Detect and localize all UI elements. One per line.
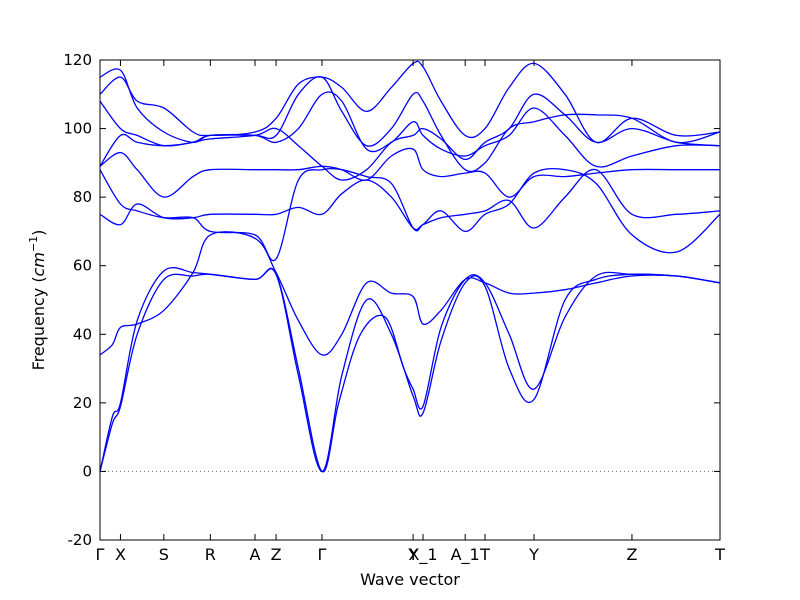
y-tick-label: 40: [73, 325, 92, 343]
x-tick-label: A: [250, 545, 261, 564]
x-tick-label: Z: [271, 545, 282, 564]
y-tick-label: 0: [82, 462, 92, 480]
y-tick-label: 60: [73, 257, 92, 275]
axes-frame: [99, 59, 721, 541]
y-tick-label: 20: [73, 394, 92, 412]
x-axis-label: Wave vector: [360, 570, 460, 589]
x-tick-label: T: [714, 545, 725, 564]
y-tick-label: -20: [68, 531, 93, 549]
y-tick-label: 100: [63, 120, 92, 138]
x-tick-label: X_1: [408, 545, 437, 565]
phonon-branch-2: [99, 267, 721, 473]
x-tick-label: S: [159, 545, 169, 564]
x-tick-label: Y: [407, 545, 418, 564]
x-tick-label: T: [479, 545, 490, 564]
plot-area: [99, 60, 721, 473]
phonon-branch-9: [99, 60, 721, 144]
x-tick-label: Γ: [317, 545, 326, 564]
y-axis-label: Frequency (cm−1): [27, 230, 48, 371]
x-tick-label: X: [115, 545, 126, 564]
y-axis-label-exponent: −1: [27, 236, 40, 252]
y-tick-label: 80: [73, 188, 92, 206]
phonon-branch-6: [99, 147, 720, 198]
y-axis-label-unit: cm: [29, 252, 48, 276]
phonon-branch-10: [99, 68, 721, 168]
x-tick-label: R: [205, 545, 216, 564]
phonon-branch-5: [99, 167, 721, 262]
y-axis-label-prefix: Frequency (: [29, 276, 48, 370]
x-tick-label: Z: [626, 545, 637, 564]
x-tick-label: A_1: [451, 545, 480, 565]
y-axis-label-suffix: ): [29, 230, 48, 236]
phonon-branch-3: [99, 231, 721, 356]
y-tick-label: 120: [63, 51, 92, 69]
x-tick-label: Γ: [96, 545, 105, 564]
x-tick-label: Y: [528, 545, 539, 564]
